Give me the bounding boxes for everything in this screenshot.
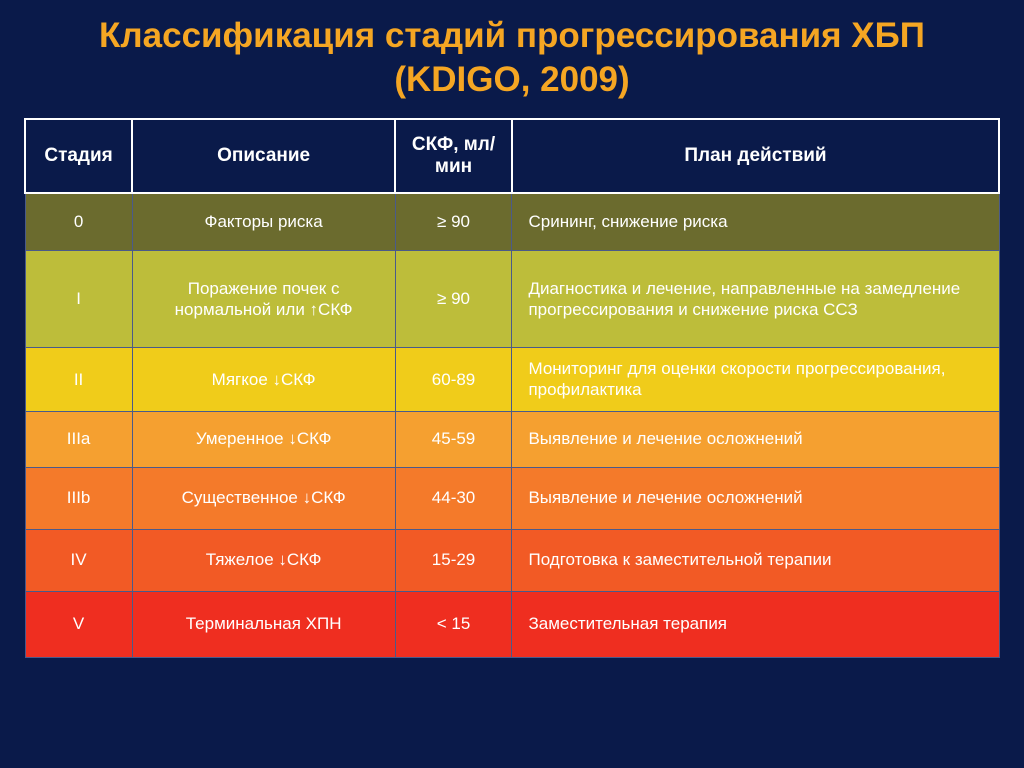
cell-stage: II: [25, 348, 132, 412]
title-line-2: (KDIGO, 2009): [394, 60, 629, 99]
slide-title: Классификация стадий прогрессирования ХБ…: [24, 14, 1000, 102]
ckd-stage-table: Стадия Описание СКФ, мл/мин План действи…: [24, 118, 1000, 658]
table-row: IПоражение почек с нормальной или ↑СКФ≥ …: [25, 251, 999, 348]
cell-desc: Тяжелое ↓СКФ: [132, 529, 395, 591]
cell-gfr: ≥ 90: [395, 251, 512, 348]
cell-gfr: 45-59: [395, 411, 512, 467]
cell-stage: IV: [25, 529, 132, 591]
cell-stage: I: [25, 251, 132, 348]
header-plan: План действий: [512, 119, 999, 193]
cell-desc: Умеренное ↓СКФ: [132, 411, 395, 467]
cell-plan: Выявление и лечение осложнений: [512, 467, 999, 529]
header-stage: Стадия: [25, 119, 132, 193]
cell-gfr: 44-30: [395, 467, 512, 529]
cell-plan: Выявление и лечение осложнений: [512, 411, 999, 467]
table-row: IVТяжелое ↓СКФ15-29Подготовка к заместит…: [25, 529, 999, 591]
cell-desc: Мягкое ↓СКФ: [132, 348, 395, 412]
table-row: IIIbСущественное ↓СКФ44-30Выявление и ле…: [25, 467, 999, 529]
cell-plan: Диагностика и лечение, направленные на з…: [512, 251, 999, 348]
cell-gfr: 60-89: [395, 348, 512, 412]
cell-desc: Факторы риска: [132, 193, 395, 251]
cell-plan: Мониторинг для оценки скорости прогресси…: [512, 348, 999, 412]
cell-gfr: 15-29: [395, 529, 512, 591]
slide: Классификация стадий прогрессирования ХБ…: [0, 0, 1024, 768]
table-row: 0Факторы риска≥ 90Срининг, снижение риск…: [25, 193, 999, 251]
cell-desc: Терминальная ХПН: [132, 591, 395, 657]
cell-stage: IIIb: [25, 467, 132, 529]
cell-plan: Срининг, снижение риска: [512, 193, 999, 251]
table-header-row: Стадия Описание СКФ, мл/мин План действи…: [25, 119, 999, 193]
title-line-1: Классификация стадий прогрессирования ХБ…: [99, 16, 925, 55]
cell-desc: Поражение почек с нормальной или ↑СКФ: [132, 251, 395, 348]
cell-stage: IIIa: [25, 411, 132, 467]
table-row: IIIaУмеренное ↓СКФ45-59Выявление и лечен…: [25, 411, 999, 467]
cell-gfr: ≥ 90: [395, 193, 512, 251]
cell-gfr: < 15: [395, 591, 512, 657]
header-desc: Описание: [132, 119, 395, 193]
cell-plan: Заместительная терапия: [512, 591, 999, 657]
cell-stage: V: [25, 591, 132, 657]
cell-stage: 0: [25, 193, 132, 251]
table-row: IIМягкое ↓СКФ60-89Мониторинг для оценки …: [25, 348, 999, 412]
table-row: VТерминальная ХПН< 15Заместительная тера…: [25, 591, 999, 657]
cell-desc: Существенное ↓СКФ: [132, 467, 395, 529]
header-gfr: СКФ, мл/мин: [395, 119, 512, 193]
cell-plan: Подготовка к заместительной терапии: [512, 529, 999, 591]
